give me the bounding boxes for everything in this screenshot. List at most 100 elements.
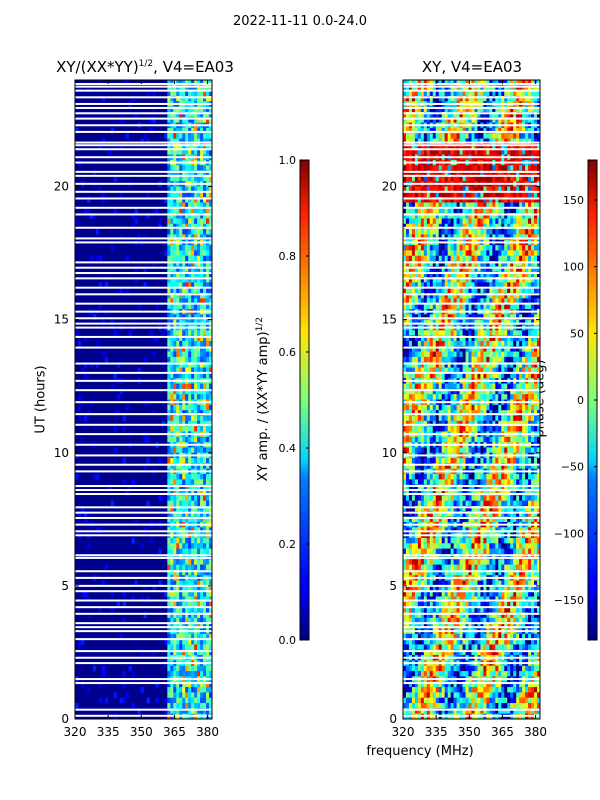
heatmap-cell [209,559,212,565]
heatmap-cell [423,537,428,544]
heatmap-cell [444,298,449,305]
heatmap-cell [417,580,422,587]
heatmap-cell [468,170,472,177]
heatmap-cell [465,617,469,624]
heatmap-cell [408,623,413,629]
heatmap-cell [203,362,207,368]
heatmap-cell [468,255,472,262]
heatmap-cell [450,404,455,411]
heatmap-cell [188,394,192,400]
heatmap-cell [405,319,410,326]
heatmap-cell [456,479,460,486]
heatmap-cell [411,138,416,145]
heatmap-cell [405,559,410,565]
heatmap-cell [194,649,198,656]
heatmap-cell [98,681,103,688]
heatmap-cell [435,559,440,565]
heatmap-cell [432,149,437,155]
heatmap-cell [435,90,440,97]
heatmap-cell [471,293,475,299]
heatmap-cell [468,601,472,608]
heatmap-cell [468,346,472,352]
heatmap-cell [176,553,180,560]
heatmap-cell [206,511,210,518]
heatmap-cell [128,330,132,336]
heatmap-cell [432,665,437,672]
heatmap-cell [188,170,192,177]
heatmap-cell [438,516,443,523]
heatmap-cell [432,692,437,699]
heatmap-cell [447,649,452,656]
heatmap-cell [405,601,410,608]
heatmap-cell [420,623,425,629]
heatmap-cell [200,330,204,336]
heatmap-cell [176,383,180,390]
heatmap-cell [194,356,198,363]
heatmap-cell [447,559,452,565]
heatmap-cell [206,255,210,262]
heatmap-cell [167,314,171,321]
heatmap-cell [173,569,177,576]
heatmap-cell [158,495,162,502]
heatmap-cell [197,591,201,597]
heatmap-cell [182,186,186,193]
heatmap-cell [173,218,177,225]
heatmap-cell [206,436,210,443]
heatmap-cell [200,687,204,693]
heatmap-cell [447,90,452,97]
heatmap-cell [453,612,458,619]
heatmap-cell [465,447,469,454]
heatmap-cell [206,633,210,640]
heatmap-cell [209,250,212,257]
heatmap-cell [200,644,204,651]
heatmap-cell [206,601,210,608]
heatmap-cell [403,335,407,342]
heatmap-cell [167,388,171,395]
heatmap-cell [471,234,475,241]
heatmap-cell [429,703,434,709]
heatmap-cell [423,143,428,150]
heatmap-cell [453,404,458,411]
heatmap-cell [176,484,180,491]
heatmap-cell [167,367,171,374]
heatmap-cell [140,687,144,693]
heatmap-cell [420,649,425,656]
heatmap-cell [408,351,413,358]
heatmap-cell [206,490,210,496]
heatmap-cell [95,229,100,235]
heatmap-cell [197,415,201,422]
heatmap-cell [411,197,416,203]
heatmap-cell [468,80,472,86]
heatmap-cell [191,207,195,214]
heatmap-cell [429,388,434,395]
heatmap-cell [403,133,407,139]
heatmap-cell [161,495,165,502]
flagged-time-gap [75,241,212,244]
heatmap-cell [206,229,210,235]
heatmap-cell [429,458,434,464]
heatmap-cell [459,287,463,294]
heatmap-cell [462,687,466,693]
heatmap-cell [444,601,449,608]
heatmap-cell [417,612,422,619]
heatmap-cell [403,495,407,502]
heatmap-cell [194,197,198,203]
heatmap-cell [453,90,458,97]
heatmap-cell [420,410,425,416]
heatmap-cell [444,697,449,704]
heatmap-cell [179,106,183,113]
heatmap-cell [426,234,431,241]
heatmap-cell [450,223,455,230]
heatmap-cell [417,266,422,273]
heatmap-cell [200,117,204,124]
heatmap-cell [167,127,171,134]
heatmap-cell [197,548,201,555]
heatmap-cell [432,527,437,534]
heatmap-cell [203,335,207,342]
heatmap-cell [414,612,419,619]
heatmap-cell [426,271,431,278]
heatmap-cell [444,633,449,640]
heatmap-cell [408,681,413,688]
heatmap-cell [429,367,434,374]
heatmap-cell [456,687,460,693]
